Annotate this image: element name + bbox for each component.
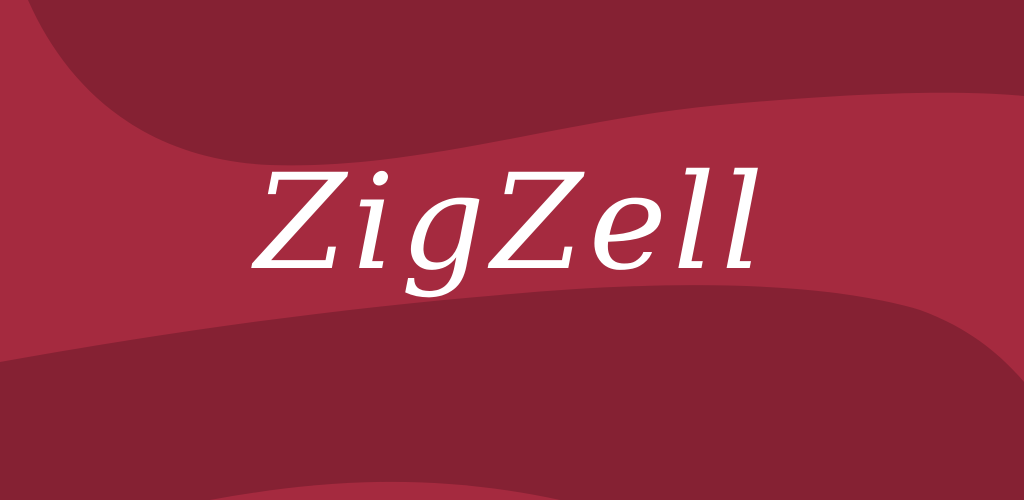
app-title: ZigZell bbox=[254, 146, 770, 300]
bottom-corner-wave bbox=[210, 481, 560, 500]
bottom-wave-shape bbox=[0, 285, 1024, 500]
top-wave-shape bbox=[28, 0, 1024, 166]
